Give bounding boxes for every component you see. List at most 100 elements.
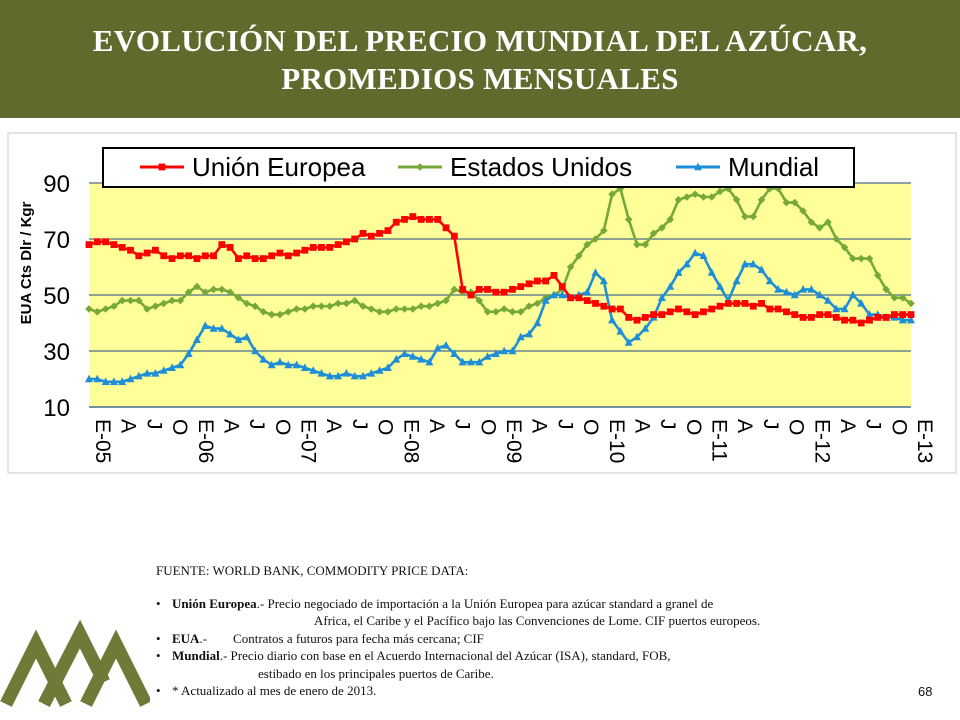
x-tick-label: A xyxy=(733,419,756,433)
x-tick-label: J xyxy=(862,419,885,430)
x-tick-label: E-09 xyxy=(502,419,525,463)
note-mundial-cont: estibado en los principales puertos de C… xyxy=(258,665,494,681)
data-point xyxy=(101,305,110,313)
data-point xyxy=(741,212,749,221)
data-point xyxy=(301,246,309,254)
data-point xyxy=(359,302,367,310)
data-point xyxy=(267,310,276,319)
data-point xyxy=(633,332,641,341)
x-tick-label: E-06 xyxy=(194,419,217,463)
x-tick-label: O xyxy=(785,419,808,435)
data-point xyxy=(325,371,334,380)
data-point xyxy=(533,318,542,327)
data-point xyxy=(608,315,617,324)
data-point xyxy=(242,332,251,341)
data-point xyxy=(475,286,483,293)
data-point xyxy=(898,315,907,324)
title-line-1: EVOLUCIÓN DEL PRECIO MUNDIAL DEL AZÚCAR, xyxy=(92,23,868,58)
data-point xyxy=(674,268,683,276)
data-point xyxy=(599,276,608,285)
data-point xyxy=(384,308,392,316)
data-point xyxy=(417,355,426,363)
data-point xyxy=(268,252,276,260)
x-tick-label: A xyxy=(630,419,653,433)
data-point xyxy=(192,335,201,343)
data-point xyxy=(400,305,409,313)
legend-box xyxy=(102,147,855,188)
data-point xyxy=(309,244,317,251)
data-point xyxy=(591,268,600,276)
data-point xyxy=(732,196,741,204)
page-title: EVOLUCIÓN DEL PRECIO MUNDIAL DEL AZÚCAR,… xyxy=(0,0,960,98)
data-point xyxy=(517,283,525,290)
data-point xyxy=(907,315,915,324)
data-point xyxy=(442,341,451,349)
data-point xyxy=(417,216,425,223)
y-tick-label: 30 xyxy=(43,339,70,366)
data-point xyxy=(309,366,318,374)
data-point xyxy=(359,230,367,237)
data-point xyxy=(865,254,874,263)
data-point xyxy=(733,300,741,307)
data-point xyxy=(757,196,766,204)
data-point xyxy=(516,332,525,341)
data-point xyxy=(401,216,408,223)
data-point xyxy=(201,288,210,296)
data-point xyxy=(649,229,658,238)
data-point xyxy=(218,285,226,294)
data-point xyxy=(392,355,401,363)
data-point xyxy=(650,311,658,318)
data-point xyxy=(550,272,558,279)
data-point xyxy=(624,338,633,346)
y-tick-label: 10 xyxy=(43,395,70,422)
x-tick-label: J xyxy=(451,419,474,430)
data-point xyxy=(707,193,716,201)
x-tick-label: O xyxy=(374,419,397,435)
data-point xyxy=(135,252,143,260)
data-point xyxy=(143,305,151,313)
data-point xyxy=(251,255,259,262)
y-axis-label: EUA Cts Dlr / Kgr xyxy=(18,201,35,324)
data-point xyxy=(500,305,508,313)
data-point xyxy=(816,311,824,318)
data-point xyxy=(301,305,309,313)
data-point xyxy=(525,329,534,338)
data-point xyxy=(675,305,682,313)
data-point xyxy=(110,241,118,248)
x-tick-label: O xyxy=(476,419,499,435)
data-point xyxy=(567,294,574,302)
data-point xyxy=(799,207,807,215)
data-point xyxy=(243,252,251,260)
data-point xyxy=(193,255,201,262)
data-point xyxy=(774,285,783,293)
series-union-europea xyxy=(85,213,915,327)
data-point xyxy=(694,162,702,171)
data-point xyxy=(707,268,716,276)
x-tick-label: A xyxy=(528,419,551,433)
data-point xyxy=(367,305,376,313)
data-point xyxy=(126,374,135,383)
data-point xyxy=(235,255,242,262)
data-point xyxy=(765,276,774,285)
data-point xyxy=(93,374,102,383)
data-point xyxy=(558,283,566,290)
data-point xyxy=(566,263,575,271)
data-point xyxy=(127,246,134,254)
data-point xyxy=(898,294,907,302)
data-point xyxy=(741,300,749,307)
data-point xyxy=(284,360,293,369)
data-point xyxy=(616,305,624,313)
data-point xyxy=(583,240,591,249)
data-point xyxy=(799,314,807,321)
data-point xyxy=(791,311,799,318)
data-point xyxy=(666,308,674,316)
data-point xyxy=(641,314,649,321)
data-point xyxy=(683,193,691,201)
note-eua: EUA.- Contratos a futuros para fecha más… xyxy=(156,630,938,648)
data-point xyxy=(433,299,442,308)
data-point xyxy=(318,244,325,251)
data-point xyxy=(699,193,708,201)
notes: FUENTE: WORLD BANK, COMMODITY PRICE DATA… xyxy=(156,562,938,700)
x-tick-label: J xyxy=(656,419,679,430)
x-tick-label: E-07 xyxy=(297,419,320,463)
